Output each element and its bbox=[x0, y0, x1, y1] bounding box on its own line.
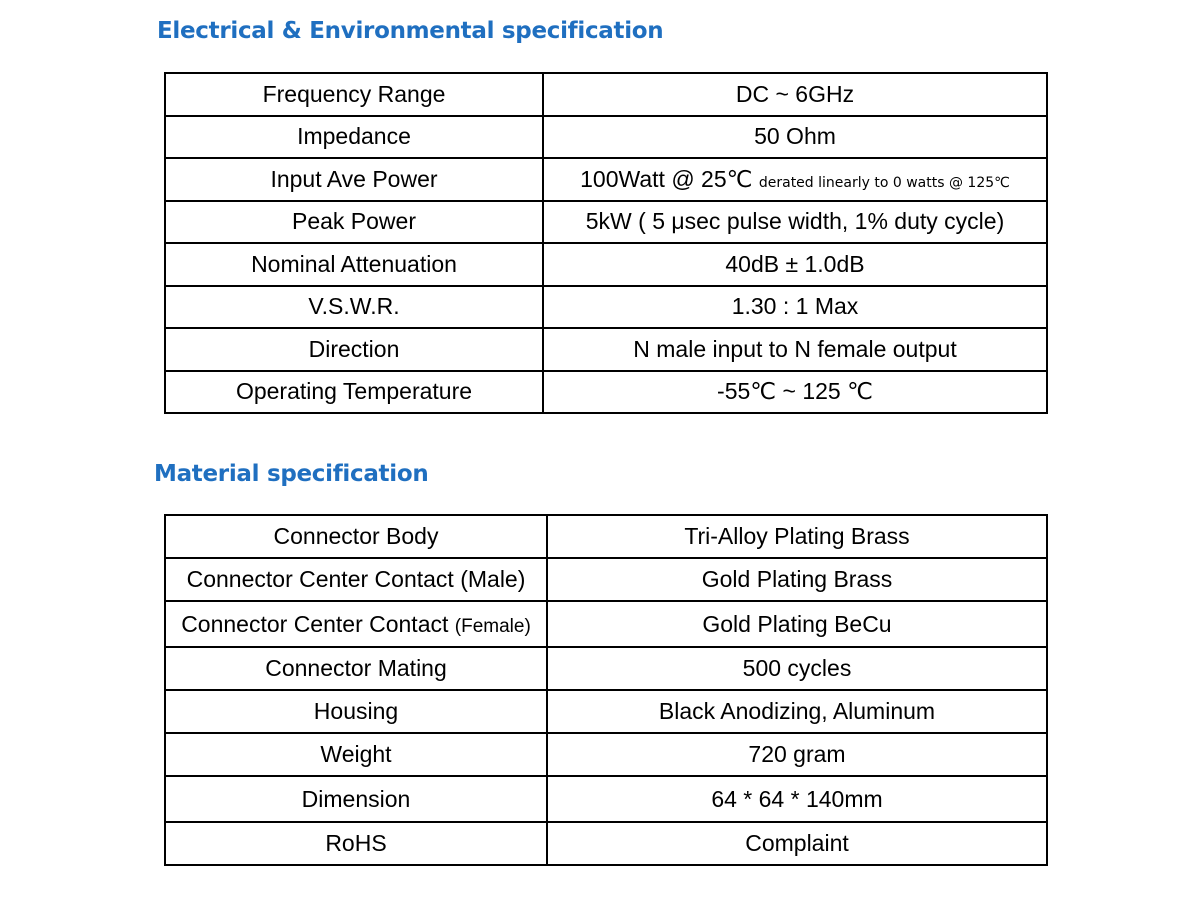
table-row: Connector Mating 500 cycles bbox=[164, 646, 1048, 691]
spec-label-suffix: (Female) bbox=[454, 615, 531, 637]
spec-value: DC ~ 6GHz bbox=[542, 72, 1048, 117]
spec-label: Operating Temperature bbox=[164, 369, 544, 414]
spec-value: Complaint bbox=[546, 821, 1048, 866]
spec-value: 100Watt @ 25℃ bbox=[580, 165, 753, 192]
spec-label: Dimension bbox=[164, 775, 548, 823]
spec-label: Nominal Attenuation bbox=[164, 242, 544, 287]
spec-value: 1.30 : 1 Max bbox=[542, 284, 1048, 329]
table-row: Frequency Range DC ~ 6GHz bbox=[164, 72, 1048, 117]
spec-label: Housing bbox=[164, 689, 548, 734]
table-row: Nominal Attenuation 40dB ± 1.0dB bbox=[164, 242, 1048, 287]
spec-value: Black Anodizing, Aluminum bbox=[546, 689, 1048, 734]
table-row: Connector Center Contact (Male) Gold Pla… bbox=[164, 557, 1048, 602]
spec-label: Connector Mating bbox=[164, 646, 548, 691]
spec-label: Impedance bbox=[164, 114, 544, 159]
table-row: Operating Temperature -55℃ ~ 125 ℃ bbox=[164, 369, 1048, 414]
spec-value: 50 Ohm bbox=[542, 114, 1048, 159]
spec-value: 500 cycles bbox=[546, 646, 1048, 691]
spec-value: 64 * 64 * 140mm bbox=[546, 775, 1048, 823]
table-row: Connector Center Contact (Female) Gold P… bbox=[164, 600, 1048, 648]
spec-label: V.S.W.R. bbox=[164, 284, 544, 329]
table-row: Connector Body Tri-Alloy Plating Brass bbox=[164, 514, 1048, 559]
material-spec-table: Connector Body Tri-Alloy Plating Brass C… bbox=[164, 514, 1048, 866]
table-row: V.S.W.R. 1.30 : 1 Max bbox=[164, 284, 1048, 329]
electrical-spec-table: Frequency Range DC ~ 6GHz Impedance 50 O… bbox=[164, 72, 1048, 414]
table-row: Dimension 64 * 64 * 140mm bbox=[164, 775, 1048, 823]
spec-value: -55℃ ~ 125 ℃ bbox=[542, 369, 1048, 414]
spec-label: Connector Center Contact bbox=[181, 610, 449, 637]
table-row: Input Ave Power 100Watt @ 25℃ derated li… bbox=[164, 157, 1048, 202]
table-row: Impedance 50 Ohm bbox=[164, 114, 1048, 159]
spec-label-suffix: (Male) bbox=[460, 566, 526, 592]
spec-label: Peak Power bbox=[164, 199, 544, 244]
table-row: Direction N male input to N female outpu… bbox=[164, 327, 1048, 372]
electrical-spec-title: Electrical & Environmental specification bbox=[157, 18, 664, 44]
spec-label: Frequency Range bbox=[164, 72, 544, 117]
spec-value: 40dB ± 1.0dB bbox=[542, 242, 1048, 287]
spec-label: RoHS bbox=[164, 821, 548, 866]
spec-value: 720 gram bbox=[546, 732, 1048, 777]
spec-label: Weight bbox=[164, 732, 548, 777]
spec-label: Input Ave Power bbox=[164, 157, 544, 202]
spec-label: Connector Body bbox=[164, 514, 548, 559]
table-row: Housing Black Anodizing, Aluminum bbox=[164, 689, 1048, 734]
spec-value: 5kW ( 5 μsec pulse width, 1% duty cycle) bbox=[542, 199, 1048, 244]
spec-label-cell: Connector Center Contact (Female) bbox=[164, 600, 548, 648]
spec-value: Gold Plating BeCu bbox=[546, 600, 1048, 648]
spec-value: Gold Plating Brass bbox=[546, 557, 1048, 602]
table-row: Weight 720 gram bbox=[164, 732, 1048, 777]
spec-value: N male input to N female output bbox=[542, 327, 1048, 372]
spec-label: Direction bbox=[164, 327, 544, 372]
table-row: RoHS Complaint bbox=[164, 821, 1048, 866]
spec-value: Tri-Alloy Plating Brass bbox=[546, 514, 1048, 559]
material-spec-title: Material specification bbox=[154, 461, 429, 487]
table-row: Peak Power 5kW ( 5 μsec pulse width, 1% … bbox=[164, 199, 1048, 244]
spec-label: Connector Center Contact bbox=[186, 566, 454, 592]
spec-label-cell: Connector Center Contact (Male) bbox=[164, 557, 548, 602]
spec-value-cell: 100Watt @ 25℃ derated linearly to 0 watt… bbox=[542, 157, 1048, 202]
spec-value-note: derated linearly to 0 watts @ 125℃ bbox=[758, 174, 1010, 191]
